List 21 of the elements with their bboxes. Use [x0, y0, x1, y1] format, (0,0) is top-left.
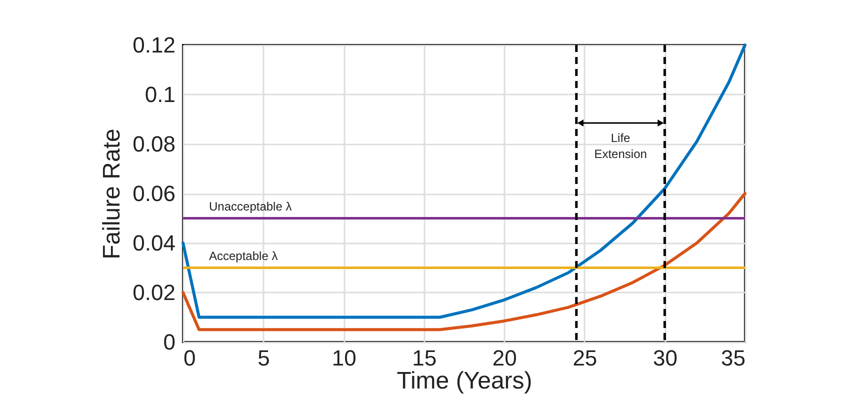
x-tick-label: 35 — [721, 346, 746, 370]
x-tick-label: 10 — [332, 346, 356, 370]
y-tick-label: 0.02 — [132, 280, 176, 305]
y-tick-label: 0.12 — [132, 32, 176, 58]
x-tick-label: 25 — [572, 346, 598, 370]
y-tick-label: 0.1 — [144, 82, 176, 107]
x-tick-label: 15 — [412, 346, 437, 370]
x-tick-label: 20 — [492, 346, 517, 370]
y-tick-label: 0.08 — [132, 132, 176, 156]
x-axis-title: Time (Years) — [396, 368, 532, 394]
annotation: Life Extension — [594, 131, 647, 161]
y-tick-label: 0.06 — [132, 181, 176, 206]
y-axis-title: Failure Rate — [98, 128, 126, 260]
line-series — [182, 192, 746, 332]
ref-line-label: Acceptable λ — [209, 248, 278, 263]
x-tick-label: 5 — [258, 346, 270, 370]
y-tick-label: 0.04 — [132, 230, 176, 256]
ref-line-label: Unacceptable λ — [209, 199, 292, 214]
y-tick-label: 0 — [163, 330, 176, 354]
x-tick-label: 0 — [184, 346, 196, 370]
x-tick-label: 30 — [652, 346, 678, 370]
